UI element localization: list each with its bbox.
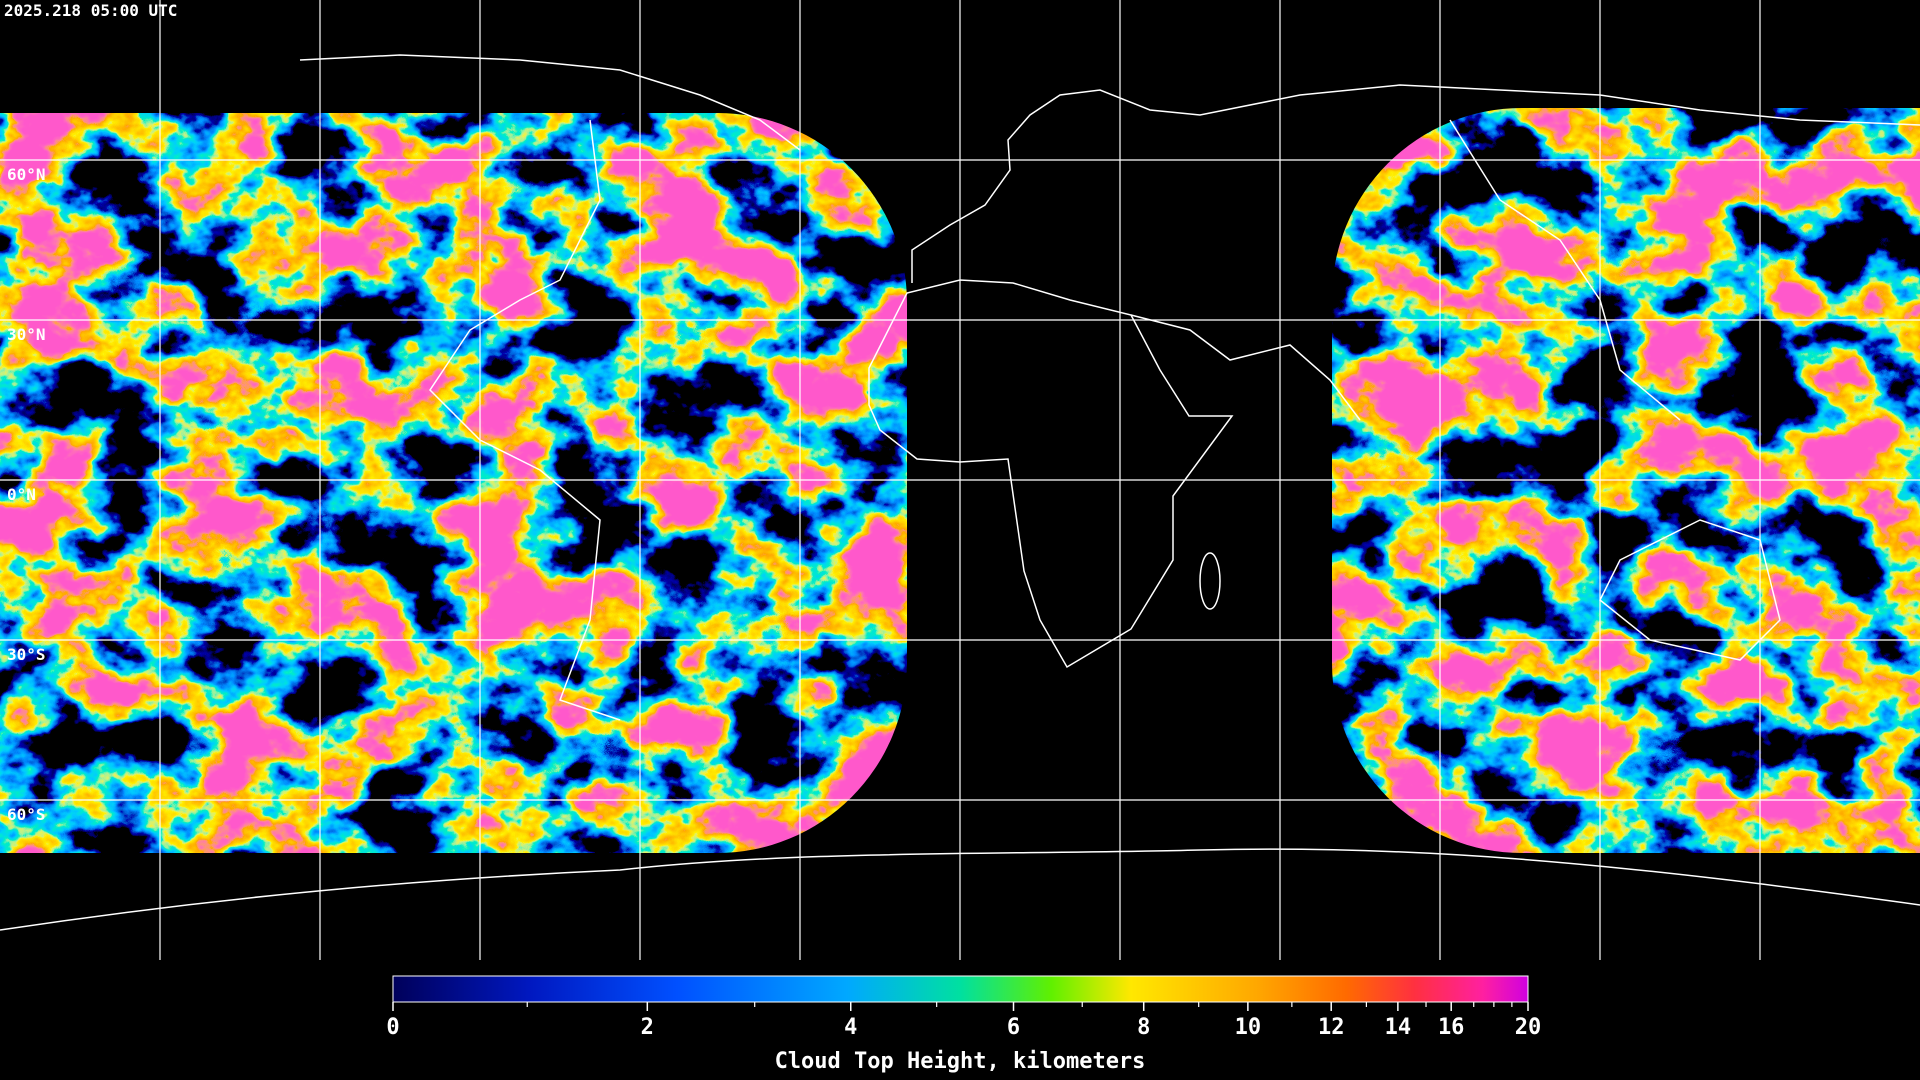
colorbar-tick-label: 12: [1318, 1015, 1345, 1040]
colorbar-tick-label: 4: [844, 1015, 857, 1040]
latitude-label: 0°N: [7, 485, 36, 504]
colorbar-tick-label: 14: [1385, 1015, 1412, 1040]
coastlines: [0, 54, 1920, 931]
cloud-imagery-west: [0, 113, 907, 853]
colorbar-tick-label: 16: [1438, 1015, 1465, 1040]
colorbar: [392, 975, 1529, 1003]
colorbar-title: Cloud Top Height, kilometers: [775, 1049, 1146, 1074]
colorbar-tick-label: 6: [1007, 1015, 1020, 1040]
colorbar-tick-label: 10: [1235, 1015, 1262, 1040]
latitude-label: 60°N: [7, 165, 46, 184]
colorbar-tick-label: 0: [386, 1015, 399, 1040]
latitude-label: 60°S: [7, 805, 46, 824]
colorbar-tick-label: 2: [641, 1015, 654, 1040]
latitude-label: 30°S: [7, 645, 46, 664]
latitude-label: 30°N: [7, 325, 46, 344]
timestamp: 2025.218 05:00 UTC: [4, 1, 177, 20]
colorbar-ticks: 0 2 4 6 8 10 12 14 16 20: [386, 1002, 1541, 1040]
cloud-imagery-east: [1332, 108, 1920, 853]
colorbar-tick-label: 20: [1515, 1015, 1542, 1040]
graticule: [0, 0, 1920, 960]
colorbar-tick-label: 8: [1137, 1015, 1150, 1040]
